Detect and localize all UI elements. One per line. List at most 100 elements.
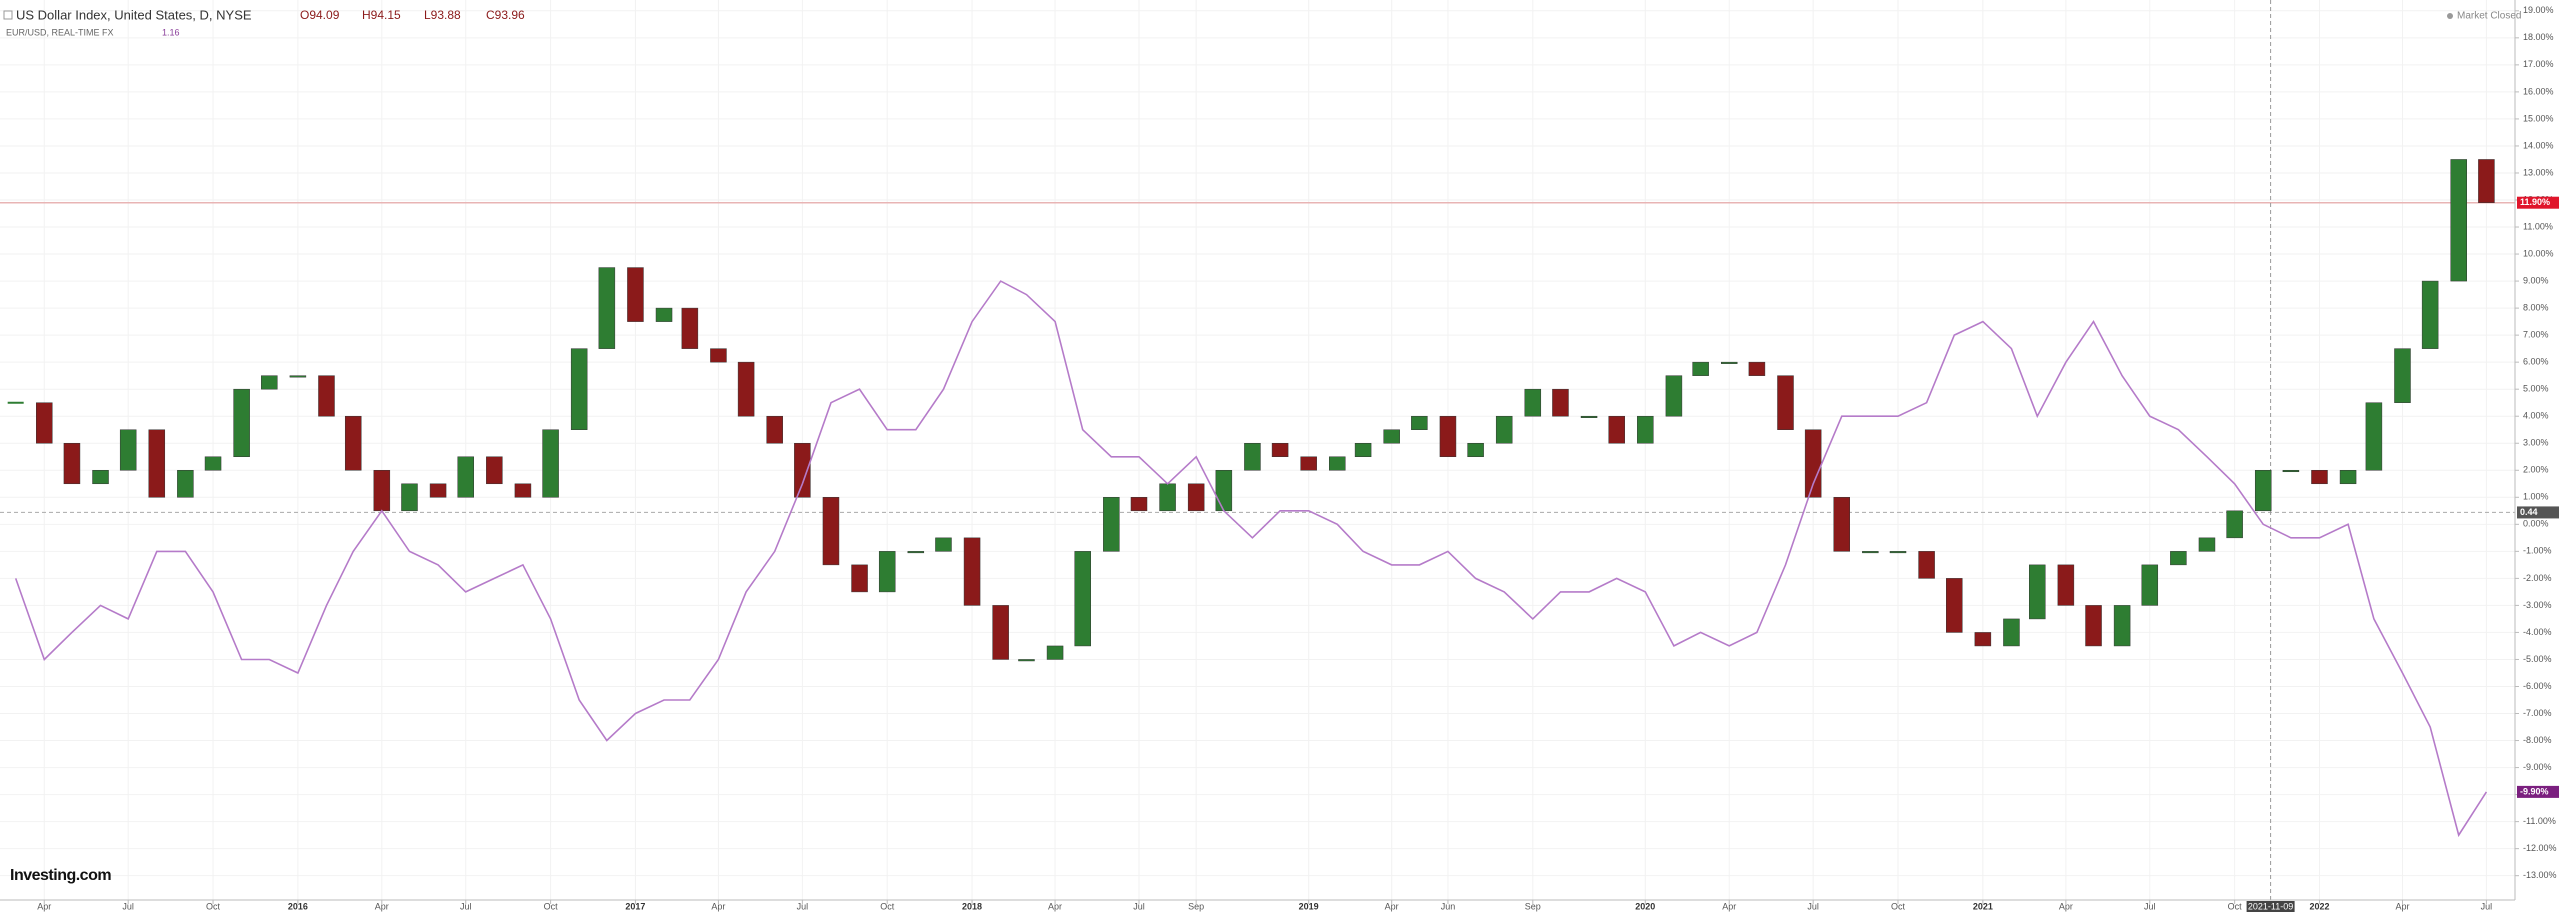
candle [1608,415,1625,444]
candle [737,361,755,417]
candle [1074,551,1091,647]
x-tick-label: Jul [2144,901,2156,911]
ohlc-value: C93.96 [486,8,525,22]
candle [429,483,447,498]
y-tick-label: 18.00% [2523,32,2554,42]
y-tick-label: 16.00% [2523,86,2554,96]
ohlc-value: O94.09 [300,8,340,22]
y-tick-label: -8.00% [2523,735,2552,745]
ohlc-value: L93.88 [424,8,461,22]
x-tick-label: Apr [37,901,51,911]
last-value: 1.16 [162,27,180,37]
candle [1946,578,1963,633]
candle [963,537,981,606]
candle [710,348,727,363]
candle [627,267,644,322]
series-title: US Dollar Index, United States, D, NYSE [16,7,252,22]
candle [373,470,391,512]
candle [1974,632,1992,647]
y-tick-label: -7.00% [2523,708,2552,718]
x-tick-label: Oct [1891,901,1906,911]
x-tick-label: Apr [1048,901,1062,911]
candle [2365,402,2383,471]
candle [289,375,307,378]
candle [1103,497,1120,552]
candle [1046,645,1064,660]
candle [1889,551,1907,554]
candle [1804,429,1822,498]
candle [2394,348,2411,403]
x-tick-label: 2019 [1299,901,1319,911]
candle [1383,429,1400,444]
candle [1833,497,1851,552]
price-label: 11.90% [2520,197,2550,207]
candle [794,442,811,498]
x-tick-label: Apr [375,901,389,911]
y-tick-label: -4.00% [2523,627,2552,637]
x-tick-label: Jul [2481,901,2493,911]
y-tick-label: 0.00% [2523,519,2549,529]
candle [1244,442,1261,471]
candle [1215,470,1233,512]
y-tick-label: -3.00% [2523,600,2552,610]
y-tick-label: -1.00% [2523,546,2552,556]
x-tick-label: Jun [1441,901,1456,911]
candle [2450,159,2467,282]
candle [1918,551,1935,579]
candle [2478,159,2495,203]
candle [2198,537,2216,552]
price-label-box [2517,506,2559,519]
axes: 19.00% 18.00% 17.00% 16.00% 15.00% 14.00% 13.0… [37,5,2559,913]
candle [1748,361,1766,376]
y-tick-label: 6.00% [2523,357,2549,367]
candle [119,429,137,471]
x-tick-label: Jul [1807,901,1819,911]
candle [1354,442,1372,458]
candle [878,551,896,593]
y-tick-label: -12.00% [2523,843,2557,853]
ohlc-value: H94.15 [362,8,401,22]
crosshair-label: 2021-11-09 [2248,901,2293,911]
y-tick-label: 13.00% [2523,167,2554,177]
series-line [14,280,2488,838]
x-tick-label: 2021 [1973,901,1993,911]
candle [344,415,362,471]
candle [1552,388,1569,417]
price-label: 0.44 [2520,507,2538,517]
candle [261,375,278,390]
candle [2141,564,2159,606]
candle [1411,415,1428,430]
candle [1329,456,1346,471]
candle [486,456,503,485]
status-dot [2447,13,2453,19]
price-label-box [2517,196,2559,209]
y-tick-label: 9.00% [2523,275,2549,285]
candle [2339,470,2357,485]
y-tick-label: -13.00% [2523,870,2557,880]
candle [570,348,588,430]
candle [542,429,559,498]
y-tick-label: 15.00% [2523,113,2554,123]
candle [681,307,699,349]
candle [1692,361,1709,376]
y-tick-label: 5.00% [2523,384,2549,394]
x-tick-label: 2018 [962,901,982,911]
candle [1159,483,1176,512]
candle [233,388,250,458]
candle [177,470,194,498]
candle [2421,280,2439,349]
candle [457,456,474,498]
candle [992,605,1009,660]
series-title: EUR/USD, REAL-TIME FX [6,27,114,37]
plot-area [0,0,2515,900]
y-tick-label: 17.00% [2523,59,2554,69]
collapse-icon[interactable] [3,10,13,20]
x-tick-label: Jul [797,901,809,911]
x-tick-label: 2017 [625,901,645,911]
candle [822,497,840,566]
ohlc: O94.09 H94.15 L93.88 C93.96 [300,8,525,22]
x-tick-label: 2022 [2309,901,2329,911]
candle [2113,605,2131,647]
candle [204,456,222,471]
